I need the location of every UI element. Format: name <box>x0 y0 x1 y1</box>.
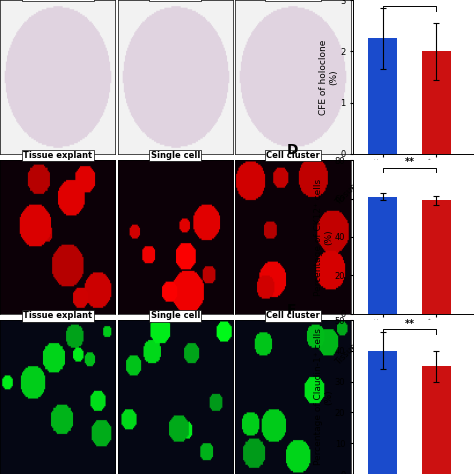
Text: **: ** <box>404 157 414 167</box>
Title: Tissue explant: Tissue explant <box>23 311 92 320</box>
Text: F: F <box>286 303 296 317</box>
Bar <box>368 351 397 474</box>
Text: D: D <box>286 143 298 157</box>
Title: Single cell: Single cell <box>151 151 200 160</box>
Bar <box>421 51 451 154</box>
Title: Cell cluster: Cell cluster <box>266 151 320 160</box>
Title: Cell cluster: Cell cluster <box>266 311 320 320</box>
Y-axis label: Percentage of CK12⁺ cells
(%): Percentage of CK12⁺ cells (%) <box>314 178 333 296</box>
Bar <box>421 366 451 474</box>
Y-axis label: CFE of holoclone
(%): CFE of holoclone (%) <box>319 39 338 115</box>
Title: Single cell: Single cell <box>151 311 200 320</box>
Bar <box>368 38 397 154</box>
Text: **: ** <box>404 319 414 328</box>
Title: Tissue explant: Tissue explant <box>23 151 92 160</box>
Bar <box>368 197 397 314</box>
Bar <box>421 201 451 314</box>
Y-axis label: Percentage of Claudin-1⁺ cells
(%): Percentage of Claudin-1⁺ cells (%) <box>314 328 333 465</box>
Text: *: * <box>407 0 412 5</box>
